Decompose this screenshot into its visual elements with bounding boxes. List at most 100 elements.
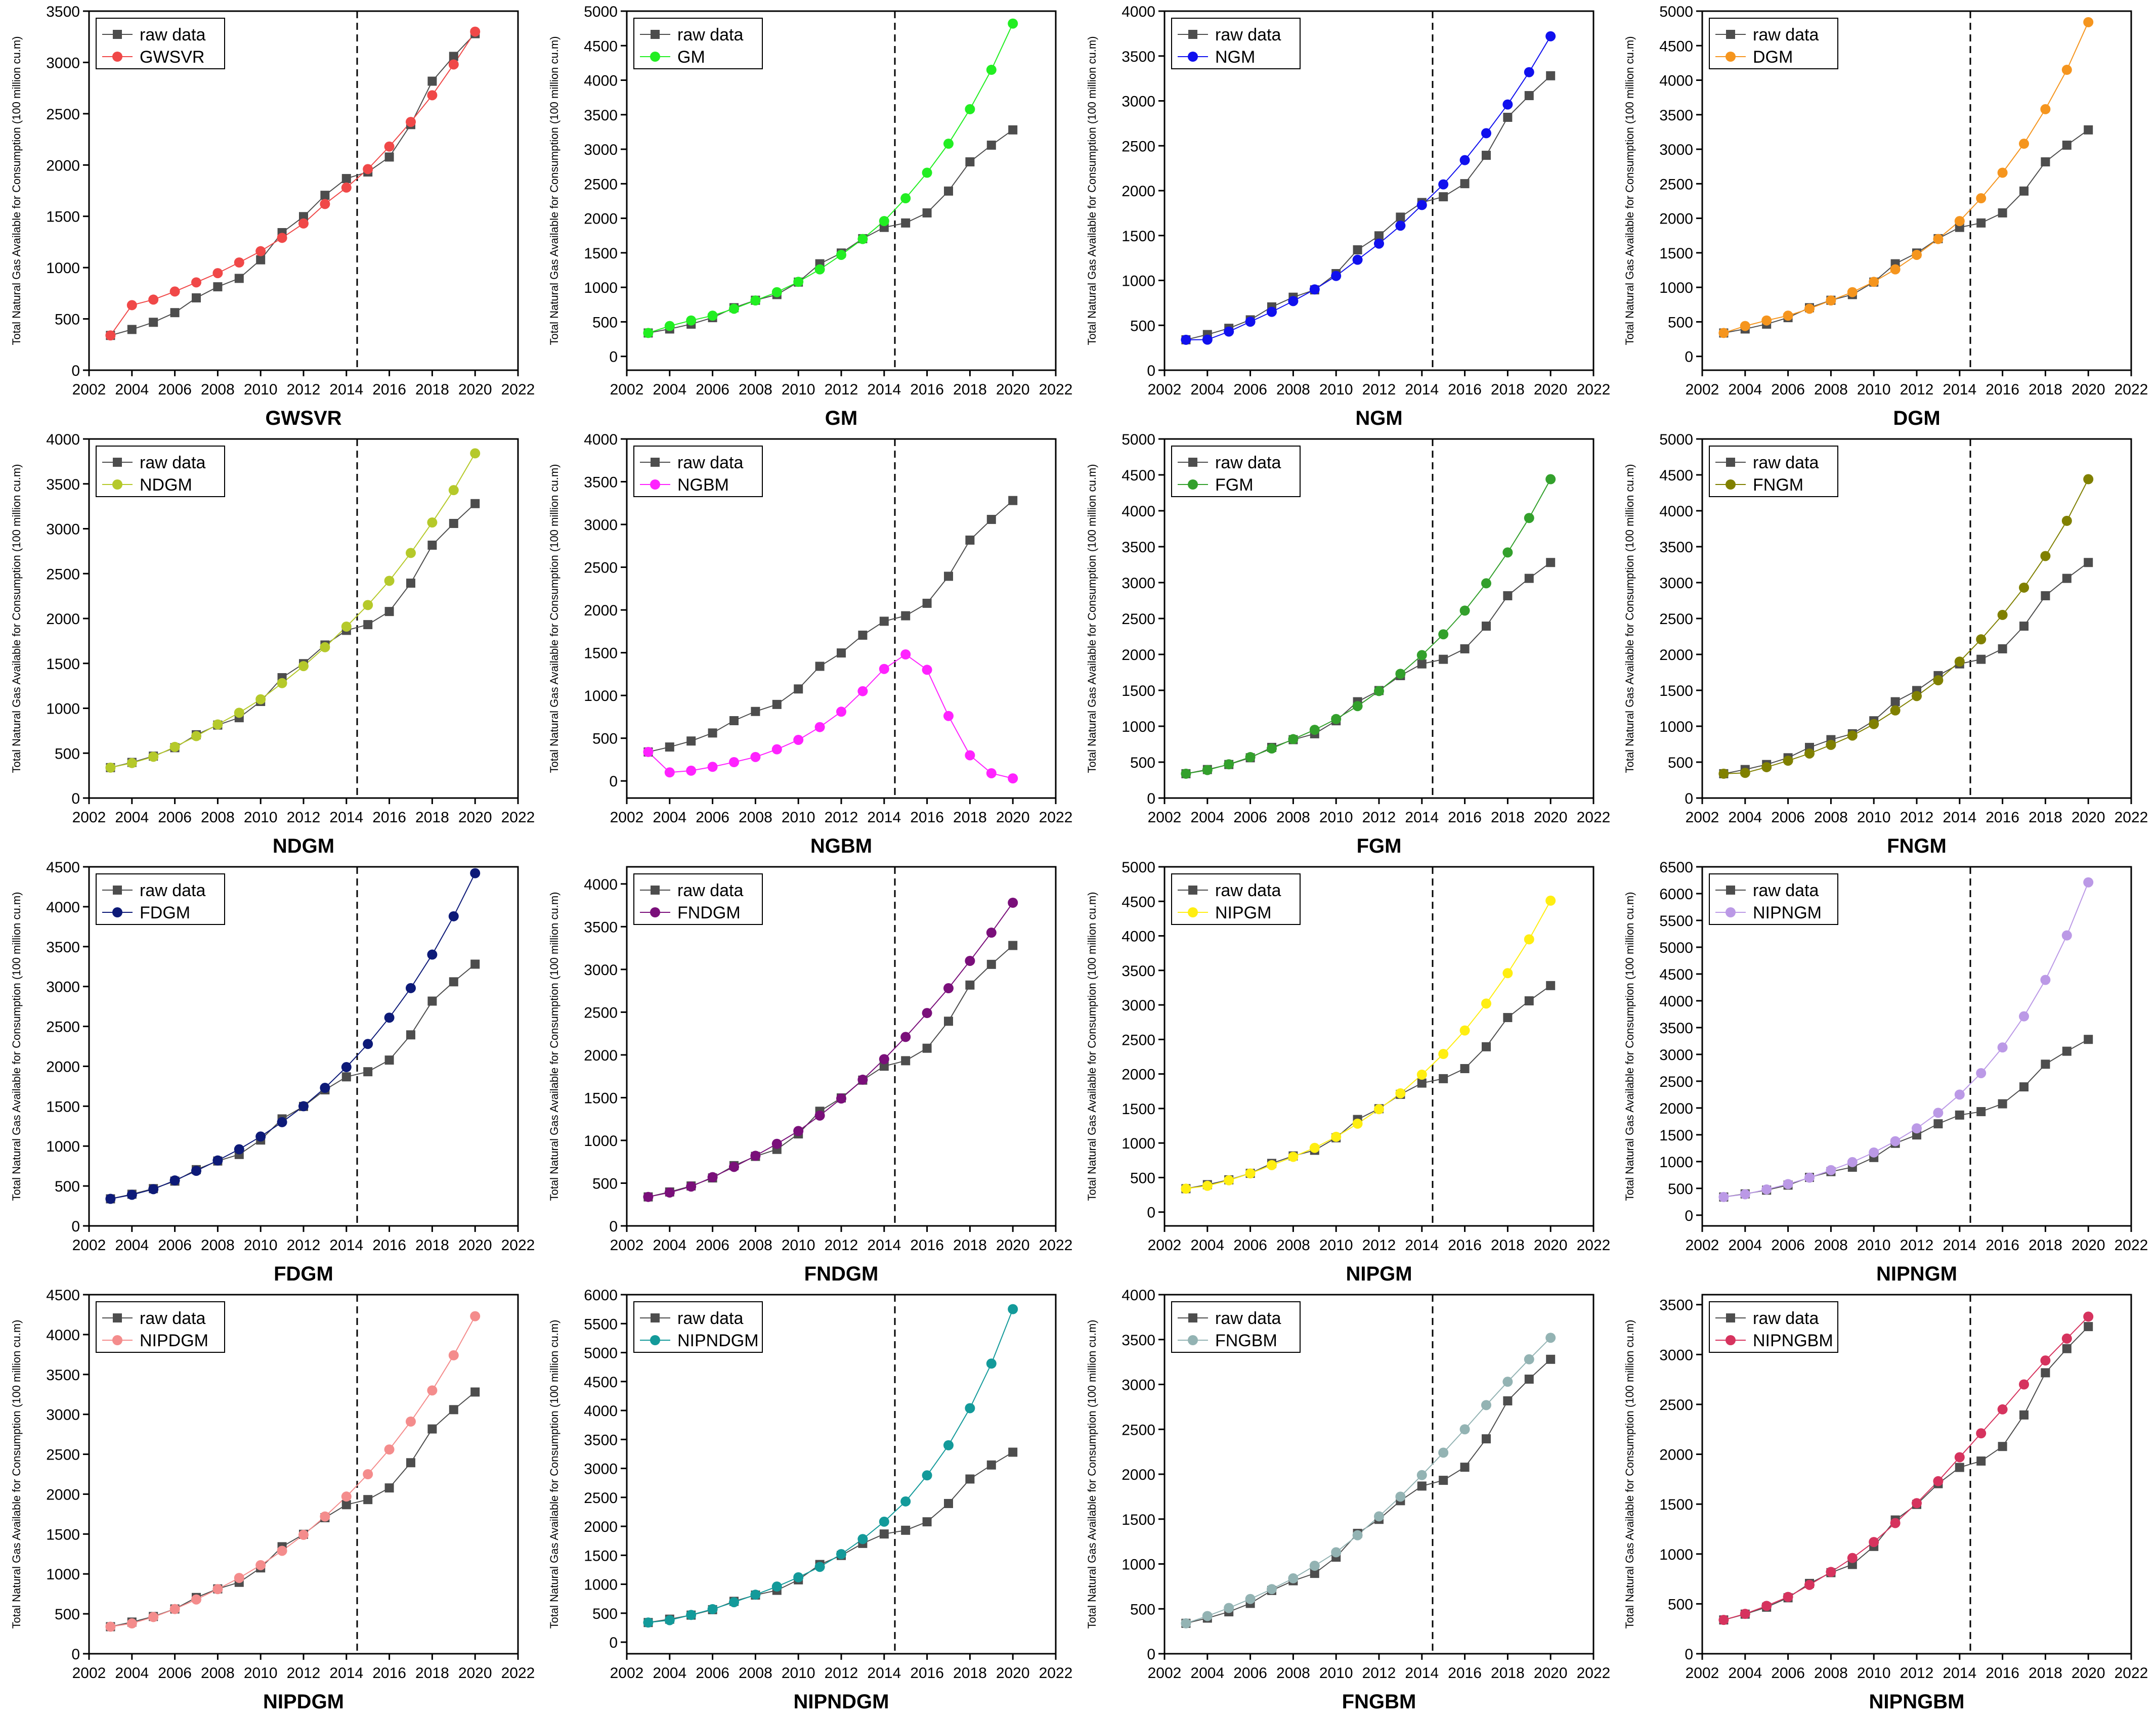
x-tick-label: 2008: [1276, 1237, 1310, 1254]
raw-data-point: [965, 535, 975, 545]
y-tick-label: 500: [592, 1606, 618, 1622]
model-point: [1352, 1118, 1363, 1129]
model-point: [148, 294, 159, 305]
model-point: [1267, 1160, 1277, 1170]
chart-title: FNGBM: [1342, 1691, 1416, 1713]
y-tick-label: 4000: [46, 431, 80, 448]
chart-title: FDGM: [274, 1263, 333, 1285]
y-tick-label: 3500: [1659, 1020, 1693, 1037]
model-point: [900, 1032, 911, 1042]
model-point: [686, 1181, 697, 1192]
chart-title: NIPDGM: [263, 1691, 344, 1713]
model-point: [986, 928, 997, 938]
model-point: [965, 1403, 975, 1414]
raw-data-point: [1955, 1110, 1964, 1120]
x-tick-label: 2012: [825, 381, 858, 398]
x-tick-label: 2012: [287, 1237, 321, 1254]
legend-raw-label: raw data: [677, 453, 743, 472]
raw-data-point: [1008, 941, 1018, 950]
model-point: [943, 711, 954, 721]
legend-raw-marker: [113, 886, 122, 895]
model-point: [1783, 311, 1793, 321]
y-axis-label: Total Natural Gas Available for Consumpt…: [1086, 892, 1098, 1201]
raw-data-point: [1524, 91, 1534, 101]
raw-data-point: [299, 212, 308, 222]
model-point: [643, 746, 654, 757]
model-point: [1438, 629, 1449, 640]
chart-title: NGM: [1355, 407, 1402, 429]
x-tick-label: 2014: [867, 1665, 901, 1682]
x-tick-label: 2014: [1943, 381, 1976, 398]
raw-data-point: [1008, 496, 1018, 505]
y-tick-label: 4000: [1122, 4, 1155, 20]
y-tick-label: 2500: [1122, 611, 1155, 628]
legend-model-marker: [112, 1335, 122, 1345]
raw-data-point: [427, 996, 437, 1006]
model-point: [1267, 1584, 1277, 1595]
legend-model-marker: [112, 479, 122, 490]
model-point: [148, 1184, 159, 1195]
model-point: [1761, 1601, 1772, 1611]
model-point: [943, 139, 954, 149]
y-tick-label: 3500: [46, 476, 80, 493]
model-point: [1545, 474, 1556, 484]
model-point: [729, 1162, 739, 1172]
model-point: [1804, 1172, 1815, 1183]
raw-data-point: [2062, 1046, 2072, 1056]
y-tick-label: 2000: [46, 1058, 80, 1075]
plot-frame: [626, 1294, 1057, 1655]
model-point: [1890, 705, 1901, 716]
model-point: [1545, 895, 1556, 906]
y-tick-label: 3000: [1659, 575, 1693, 592]
raw-data-point: [1439, 1074, 1448, 1083]
y-tick-label: 4500: [1659, 966, 1693, 983]
y-tick-label: 3500: [1122, 963, 1155, 980]
y-tick-label: 4000: [46, 1327, 80, 1344]
raw-data-point: [234, 274, 244, 283]
model-point: [1890, 264, 1901, 275]
legend-model-marker: [1188, 52, 1198, 62]
model-point: [1718, 768, 1729, 779]
model-point: [643, 1192, 654, 1202]
model-point: [1224, 1175, 1234, 1185]
model-point: [965, 104, 975, 114]
model-point: [384, 1012, 395, 1023]
plot-frame: [1701, 866, 2132, 1227]
x-tick-label: 2016: [910, 381, 944, 398]
legend-raw-marker: [1726, 1313, 1735, 1322]
raw-data-point: [986, 141, 996, 150]
y-tick-label: 1500: [1122, 1101, 1155, 1118]
y-tick-label: 4000: [1122, 1287, 1155, 1304]
x-tick-label: 2018: [1491, 1665, 1525, 1682]
y-tick-label: 4000: [584, 73, 618, 90]
model-point: [664, 767, 675, 778]
model-point: [2083, 1311, 2094, 1322]
y-tick-label: 2000: [1659, 211, 1693, 228]
legend-model-label: NDGM: [140, 475, 192, 495]
y-tick-label: 0: [71, 1646, 80, 1663]
x-tick-label: 2006: [696, 809, 729, 826]
x-tick-label: 2002: [1686, 1665, 1719, 1682]
x-tick-label: 2014: [867, 809, 901, 826]
model-point: [448, 485, 459, 496]
model-point: [1309, 1142, 1320, 1153]
raw-data-point: [341, 174, 351, 184]
y-tick-label: 1500: [1659, 1127, 1693, 1144]
x-tick-label: 2014: [1405, 381, 1439, 398]
x-tick-label: 2004: [1190, 1665, 1224, 1682]
legend-raw-marker: [651, 1313, 660, 1322]
model-point: [686, 765, 697, 776]
raw-data-point: [794, 684, 803, 694]
x-tick-label: 2008: [739, 381, 772, 398]
raw-data-point: [470, 1387, 480, 1397]
raw-data-point: [1439, 192, 1448, 202]
model-point: [1954, 656, 1965, 667]
x-tick-label: 2010: [1319, 381, 1353, 398]
y-tick-label: 2000: [584, 1519, 618, 1535]
x-tick-label: 2002: [610, 1665, 644, 1682]
y-tick-label: 3000: [1122, 575, 1155, 592]
plot-frame: [88, 10, 519, 371]
model-point: [277, 678, 287, 688]
x-tick-label: 2022: [1577, 1665, 1611, 1682]
